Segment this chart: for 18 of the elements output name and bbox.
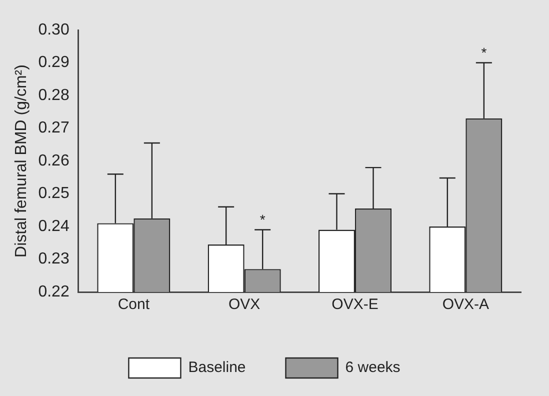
legend-label: Baseline (188, 359, 246, 376)
y-tick-label: 0.23 (38, 250, 70, 268)
y-tick-label: 0.22 (38, 283, 70, 300)
y-tick-label: 0.29 (38, 54, 70, 72)
y-tick-label: 0.28 (38, 86, 70, 104)
y-tick-label: 0.30 (38, 21, 70, 38)
x-tick-label: OVX-A (442, 296, 490, 314)
y-tick-label: 0.27 (38, 120, 70, 137)
y-axis-title: Distal femural BMD (g/cm²) (13, 64, 30, 258)
legend-label: 6 weeks (345, 359, 400, 376)
y-tick-label: 0.24 (38, 218, 70, 235)
annotation: * (260, 212, 266, 228)
x-tick-label: Cont (118, 296, 150, 314)
annotation: * (481, 44, 488, 61)
x-tick-label: OVX-E (332, 296, 378, 314)
y-tick-label: 0.26 (38, 152, 70, 170)
x-tick-label: OVX (228, 296, 260, 314)
y-tick-label: 0.25 (38, 185, 70, 202)
